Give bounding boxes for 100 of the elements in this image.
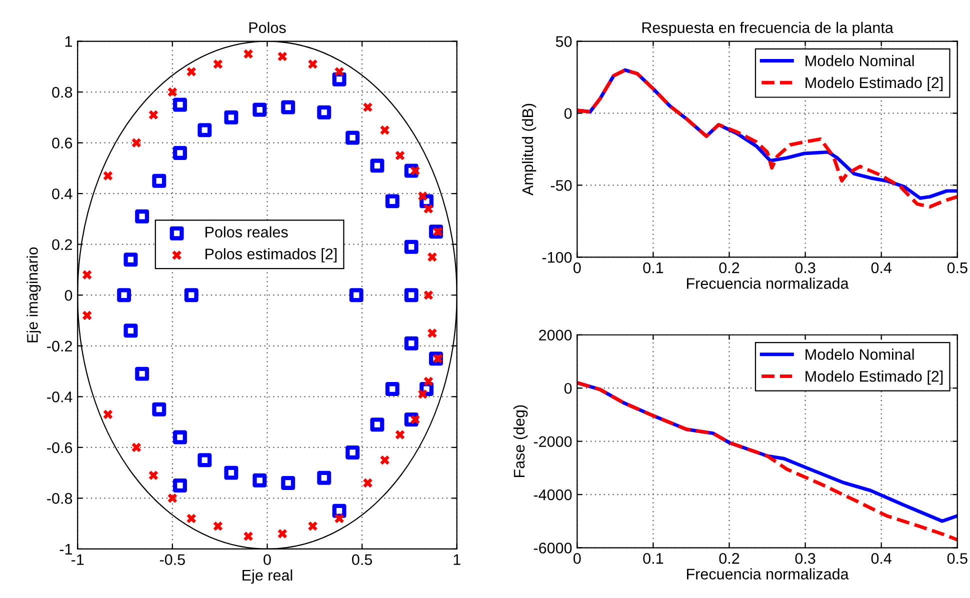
- point: [385, 194, 400, 208]
- point: [173, 430, 187, 444]
- point: [173, 98, 187, 112]
- point: [404, 240, 418, 254]
- chart-title: Polos: [249, 22, 286, 34]
- y-tick-label: 0.2: [52, 239, 72, 250]
- point: [317, 105, 332, 120]
- x-tick-label: 0.5: [947, 262, 968, 274]
- legend-label: Modelo Estimado [2]: [806, 76, 943, 92]
- point: [380, 455, 390, 465]
- point: [135, 366, 150, 381]
- y-tick-label: 0.6: [52, 138, 72, 148]
- point: [103, 410, 113, 420]
- point: [168, 87, 178, 97]
- y-tick-label: -6000: [534, 542, 572, 554]
- point: [424, 290, 434, 300]
- point: [363, 102, 372, 112]
- point: [404, 288, 418, 302]
- x-tick-label: 0.5: [352, 554, 372, 566]
- point: [278, 52, 288, 62]
- x-tick-label: 0.3: [795, 553, 816, 564]
- chart-title: Respuesta en frecuencia de la planta: [642, 22, 894, 36]
- y-tick-label: -0.2: [47, 340, 72, 352]
- x-tick-label: 0.2: [719, 262, 740, 274]
- point: [418, 191, 428, 201]
- point: [173, 478, 187, 492]
- y-tick-label: 0: [64, 290, 72, 301]
- point: [281, 476, 296, 490]
- legend-label: Polos estimados [2]: [206, 248, 337, 262]
- point: [135, 209, 150, 224]
- y-tick-label: 0: [564, 382, 572, 394]
- point: [346, 446, 360, 460]
- point: [184, 288, 198, 302]
- point: [424, 376, 434, 386]
- point: [198, 123, 212, 138]
- point: [117, 288, 132, 302]
- point: [124, 324, 138, 338]
- point: [334, 67, 344, 76]
- legend-label: Polos reales: [206, 226, 288, 238]
- legend-label: Modelo Estimado [2]: [806, 370, 943, 385]
- point: [428, 252, 437, 262]
- legend-label: Modelo Nominal: [806, 348, 914, 360]
- point: [103, 171, 113, 180]
- point: [224, 110, 238, 124]
- x-tick-label: 0.2: [719, 553, 740, 564]
- point: [308, 521, 318, 531]
- y-tick-label: 0.4: [52, 188, 72, 200]
- point: [385, 382, 400, 396]
- point: [213, 59, 223, 69]
- y-tick-label: -1: [60, 544, 72, 554]
- point: [334, 514, 344, 524]
- y-tick-label: 0.8: [52, 86, 72, 98]
- point: [148, 110, 158, 120]
- x-axis-title: Frecuencia normalizada: [687, 278, 849, 289]
- point: [132, 138, 142, 148]
- x-axis-title: Frecuencia normalizada: [687, 568, 849, 580]
- point: [213, 521, 223, 531]
- point: [82, 310, 92, 320]
- point: [82, 270, 92, 280]
- x-tick-label: 0: [264, 554, 271, 566]
- point: [152, 174, 166, 188]
- y-tick-label: 50: [556, 36, 572, 47]
- point: [404, 336, 418, 350]
- y-tick-label: 2000: [539, 330, 572, 341]
- point: [278, 529, 288, 538]
- point: [370, 158, 384, 173]
- point: [244, 49, 253, 59]
- x-tick-label: 0.5: [947, 553, 968, 564]
- y-tick-label: 1: [65, 36, 72, 47]
- point: [252, 473, 267, 488]
- x-tick-label: -0.5: [160, 554, 185, 566]
- y-tick-label: 0: [564, 108, 572, 119]
- y-axis-title: Amplitud (dB): [522, 104, 536, 196]
- point: [132, 442, 142, 452]
- x-tick-label: 0.1: [643, 553, 664, 564]
- point: [363, 478, 372, 488]
- point: [424, 204, 434, 214]
- point: [124, 252, 138, 267]
- point: [370, 418, 384, 432]
- point: [395, 150, 405, 160]
- y-tick-label: -2000: [534, 436, 572, 448]
- y-tick-label: -0.6: [47, 442, 72, 454]
- y-tick-label: -50: [550, 180, 572, 191]
- point: [252, 102, 267, 117]
- point: [186, 514, 196, 524]
- point: [198, 453, 212, 468]
- point: [380, 125, 390, 135]
- point: [332, 72, 346, 86]
- y-tick-label: -0.4: [47, 392, 72, 402]
- point: [173, 146, 187, 160]
- x-tick-label: 1: [454, 554, 460, 565]
- point: [224, 466, 238, 480]
- y-tick-label: -0.8: [47, 493, 72, 504]
- point: [317, 470, 332, 485]
- point: [428, 328, 437, 338]
- y-axis-title: Eje imaginario: [26, 247, 41, 342]
- point: [244, 532, 253, 541]
- point: [168, 494, 178, 503]
- x-tick-label: 0: [574, 262, 581, 274]
- y-tick-label: -4000: [534, 489, 572, 500]
